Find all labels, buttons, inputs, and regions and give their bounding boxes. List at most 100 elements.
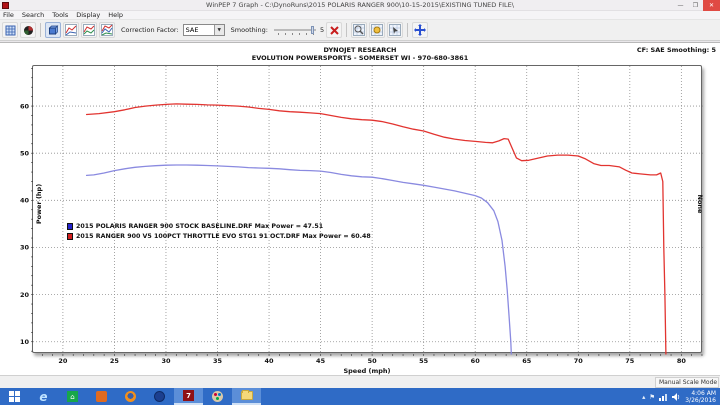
action-center-flag-icon[interactable]: ⚑ [649,392,656,401]
toolbar-separator [407,23,409,37]
legend-row-tuned: 2015 RANGER 900 V5 100PCT THROTTLE EVO S… [67,231,371,241]
toolbar-separator [346,23,348,37]
graph-type3-button[interactable] [99,22,115,38]
ie-icon: e [39,389,48,404]
graph-lines-icon [65,24,77,36]
taskbar-windows-store[interactable]: ⌂ [58,388,87,405]
zoom-graph-button[interactable] [351,22,368,38]
color-wheel-button[interactable] [20,22,36,38]
svg-text:50: 50 [368,357,378,365]
menu-display[interactable]: Display [76,11,101,19]
tray-date: 3/26/2016 [685,396,716,404]
graph-panel: DYNOJET RESEARCH EVOLUTION POWERSPORTS -… [0,42,720,375]
svg-text:60: 60 [471,357,481,365]
slider-track [274,29,316,31]
toolbar: Correction Factor: SAE ▼ Smoothing: 5 [0,20,720,41]
taskbar-file-explorer[interactable] [232,388,261,405]
smoothing-label: Smoothing: [230,26,268,34]
graph-type2-button[interactable] [81,22,97,38]
network-icon[interactable] [659,393,668,401]
menu-search[interactable]: Search [21,11,45,19]
svg-text:60: 60 [20,102,30,110]
windows-taskbar: e ⌂ 7 ▴ ⚑ 4:06 AM 3/26/2016 [0,388,720,405]
svg-text:20: 20 [58,357,68,365]
smoothing-slider[interactable] [274,24,316,36]
orange-app-icon [96,391,107,402]
palette-icon [212,391,223,402]
maximize-button[interactable]: ❐ [692,2,699,9]
correction-factor-select[interactable]: SAE ▼ [182,24,225,36]
close-button[interactable]: ✕ [703,0,720,11]
windows-logo-icon [9,391,20,402]
title-bar: WinPEP 7 Graph - C:\DynoRuns\2015 POLARI… [0,0,720,11]
correction-factor-value: SAE [185,26,199,34]
dyno-plot-area[interactable]: 10 20 30 40 50 60 20 25 30 35 40 45 50 55 60 65 70 75 80 P… [20,65,704,375]
dyno-chart: 10 20 30 40 50 60 20 25 30 35 40 45 50 55 60 65 70 75 80 [20,66,703,365]
legend-label-stock: 2015 POLARIS RANGER 900 STOCK BASELINE.D… [76,222,324,230]
graph-multi-icon [83,24,95,36]
menu-bar: File Search Tools Display Help [0,11,720,20]
folder-icon [240,390,253,400]
graph-3d-button[interactable] [45,22,61,38]
red-x-icon [329,25,339,35]
tray-time: 4:06 AM [691,389,716,397]
svg-text:75: 75 [625,357,635,365]
svg-text:25: 25 [110,357,120,365]
legend-row-stock: 2015 POLARIS RANGER 900 STOCK BASELINE.D… [67,221,371,231]
clock[interactable]: 4:06 AM 3/26/2016 [685,390,716,404]
svg-text:10: 10 [20,338,30,346]
tray-expand-icon[interactable]: ▴ [642,392,646,401]
svg-text:40: 40 [265,357,275,365]
menu-help[interactable]: Help [108,11,124,19]
smoothing-value: 5 [320,26,325,34]
taskbar-firefox[interactable] [116,388,145,405]
store-icon: ⌂ [67,391,78,402]
status-bar: Manual Scale Mode [0,375,720,388]
firefox-icon [125,391,136,402]
svg-text:70: 70 [574,357,584,365]
taskbar-paint[interactable] [203,388,232,405]
slider-thumb[interactable] [311,26,314,34]
menu-tools[interactable]: Tools [52,11,69,19]
toolbar-separator [40,23,41,37]
svg-text:50: 50 [20,149,30,157]
svg-text:30: 30 [20,244,30,252]
svg-text:55: 55 [419,357,429,365]
pointer-graph-button[interactable] [387,22,404,38]
svg-text:65: 65 [522,357,532,365]
pan-button[interactable] [412,22,429,38]
graph-type1-button[interactable] [63,22,79,38]
svg-text:40: 40 [20,197,30,205]
y-axis-label: Power (hp) [35,183,43,225]
minimize-button[interactable]: — [677,2,684,9]
globe-icon [154,391,165,402]
dyno-shop-subtitle: EVOLUTION POWERSPORTS - SOMERSET WI - 97… [251,54,469,62]
scale-mode-status: Manual Scale Mode [655,377,719,388]
delete-run-button[interactable] [326,22,343,38]
svg-text:80: 80 [677,357,687,365]
dyno-shop-title: DYNOJET RESEARCH [323,46,397,54]
x-axis-label: Speed (mph) [343,367,391,375]
legend-swatch-blue [67,222,73,230]
taskbar-app-orange[interactable] [87,388,116,405]
grid-icon [5,25,15,35]
system-tray: ▴ ⚑ 4:06 AM 3/26/2016 [642,390,720,404]
legend-swatch-red [67,232,73,240]
taskbar-app-globe[interactable] [145,388,174,405]
legend: 2015 POLARIS RANGER 900 STOCK BASELINE.D… [67,221,371,241]
volume-icon[interactable] [672,392,681,401]
graph-cursor-icon [389,24,402,36]
taskbar-internet-explorer[interactable]: e [29,388,58,405]
window-title: WinPEP 7 Graph - C:\DynoRuns\2015 POLARI… [206,1,514,9]
color-wheel-icon [23,25,33,35]
start-button[interactable] [0,388,29,405]
data-table-button[interactable] [2,22,18,38]
correction-factor-label: Correction Factor: [121,26,179,34]
legend-label-tuned: 2015 RANGER 900 V5 100PCT THROTTLE EVO S… [76,232,371,240]
taskbar-winpep[interactable]: 7 [174,388,203,405]
chevron-down-icon: ▼ [213,25,224,35]
winpep-app-icon [2,1,9,9]
menu-file[interactable]: File [3,11,14,19]
highlight-graph-button[interactable] [369,22,386,38]
